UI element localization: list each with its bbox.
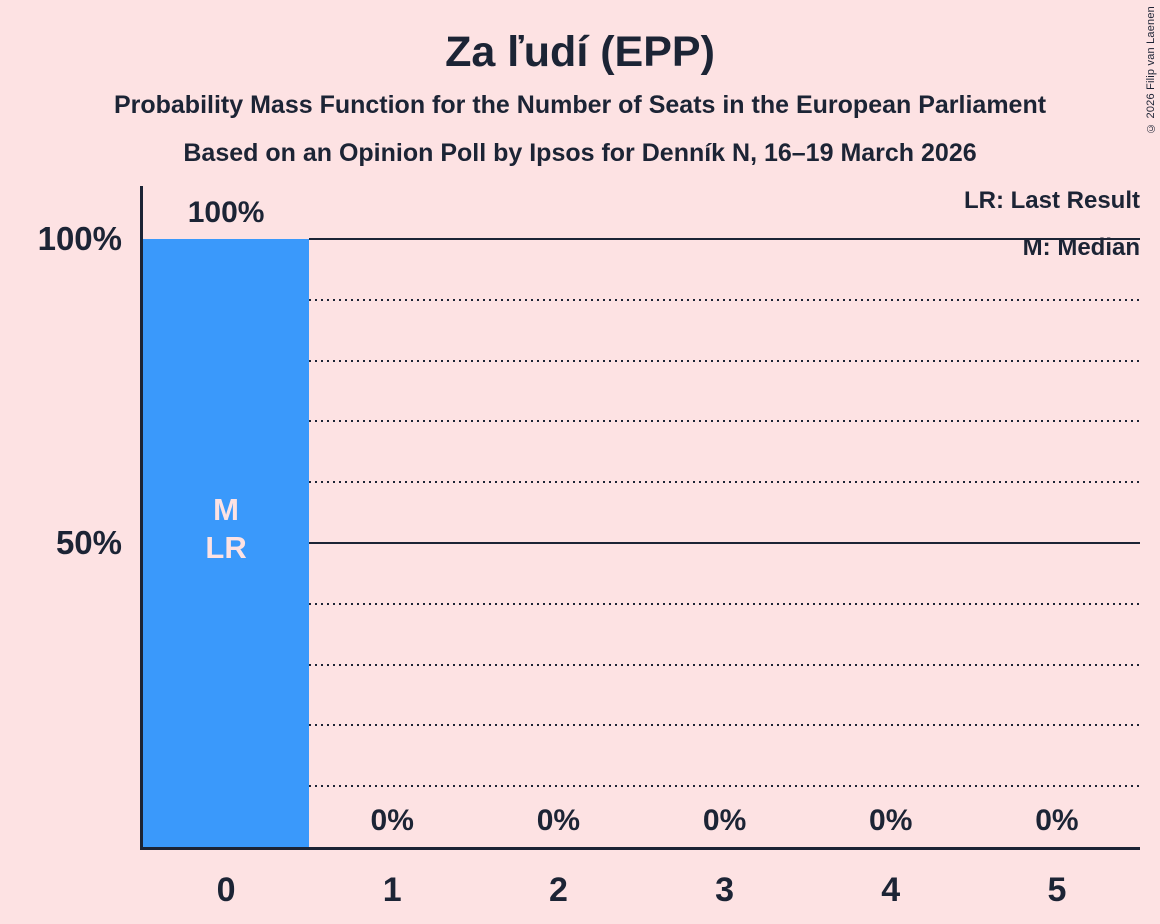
gridline-dotted-20pct bbox=[309, 724, 1140, 727]
gridline-solid-50pct bbox=[309, 542, 1140, 544]
chart-title: Za ľudí (EPP) bbox=[445, 28, 715, 76]
gridline-dotted-90pct bbox=[309, 298, 1140, 301]
value-label-seats-2: 0% bbox=[536, 804, 581, 837]
bar-seats-0 bbox=[143, 239, 310, 847]
value-label-seats-3: 0% bbox=[702, 804, 747, 837]
gridline-dotted-80pct bbox=[309, 359, 1140, 362]
x-tick-label-4: 4 bbox=[881, 871, 901, 909]
x-tick-label-3: 3 bbox=[715, 871, 735, 909]
annotation-line-lr: LR bbox=[205, 530, 247, 565]
gridline-dotted-30pct bbox=[309, 663, 1140, 666]
legend-median: M: Median bbox=[1022, 234, 1140, 261]
value-label-seats-5: 0% bbox=[1035, 804, 1079, 837]
chart-source-line: Based on an Opinion Poll by Ipsos for De… bbox=[183, 139, 977, 167]
gridline-dotted-10pct bbox=[309, 785, 1140, 788]
chart-subtitle: Probability Mass Function for the Number… bbox=[113, 91, 1047, 119]
gridline-dotted-40pct bbox=[309, 602, 1140, 605]
value-label-seats-0: 100% bbox=[187, 196, 265, 229]
annotation-line-m: M bbox=[213, 492, 239, 527]
value-label-seats-1: 0% bbox=[370, 804, 414, 837]
bar-annotation-median-lastresult: M LR bbox=[143, 491, 309, 567]
x-tick-label-1: 1 bbox=[382, 871, 402, 909]
y-tick-label-100pct: 100% bbox=[37, 220, 122, 257]
gridline-dotted-60pct bbox=[309, 481, 1140, 484]
x-tick-label-5: 5 bbox=[1047, 871, 1067, 909]
plot-area: 100% 0% 0% 0% 0% 0% M LR bbox=[140, 186, 1140, 850]
gridline-dotted-70pct bbox=[309, 420, 1140, 423]
y-tick-label-50pct: 50% bbox=[55, 524, 122, 561]
x-tick-label-2: 2 bbox=[548, 871, 568, 909]
value-label-seats-4: 0% bbox=[869, 804, 913, 837]
x-tick-label-0: 0 bbox=[216, 871, 236, 909]
legend-last-result: LR: Last Result bbox=[963, 187, 1140, 214]
copyright-notice: © 2026 Filip van Laenen bbox=[1145, 6, 1157, 134]
gridline-solid-100pct bbox=[309, 238, 1140, 240]
